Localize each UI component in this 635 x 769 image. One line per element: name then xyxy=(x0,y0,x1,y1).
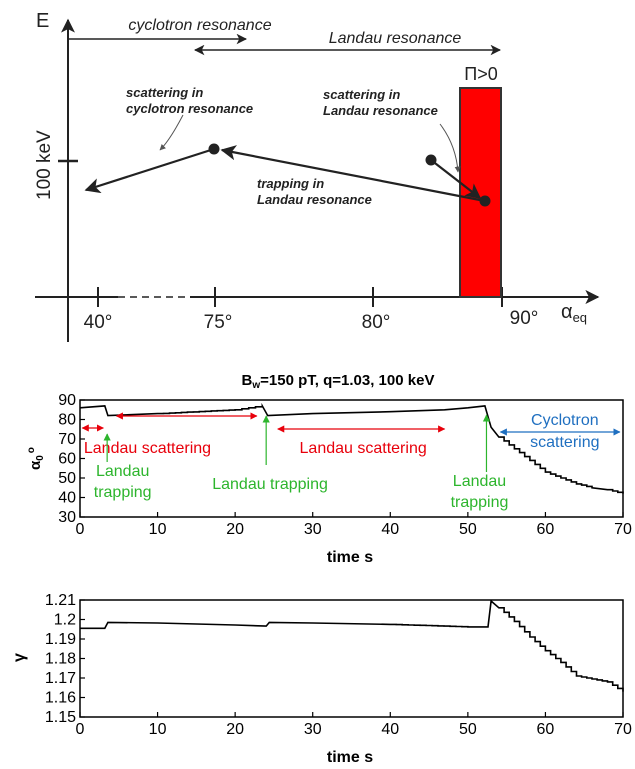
x-tick-label-90: 90° xyxy=(510,308,539,329)
chart1-y-tick-label: 70 xyxy=(58,431,76,448)
state-point-trapped xyxy=(479,195,491,207)
diagram-y-axis-label: E xyxy=(36,10,49,32)
chart1-y-tick-label: 90 xyxy=(58,392,76,409)
x-axis-label: αeq xyxy=(561,301,587,325)
lorentz-factor-chart: 0 10 20 30 40 50 60 70 1.15 1.16 1.17 1.18 1.19 1.2 1.… xyxy=(11,592,632,766)
annotation-leader-landau xyxy=(439,123,461,173)
chart1-y-tick-label: 60 xyxy=(58,451,76,468)
chart2-x-tick-label: 10 xyxy=(149,721,167,738)
pi-positive-label: Π>0 xyxy=(464,64,498,84)
chart2-x-tick-label: 50 xyxy=(459,721,477,738)
chart1-x-tick-label: 10 xyxy=(149,521,167,538)
x-tick-label-40: 40° xyxy=(84,312,113,333)
chart1-y-tick-label: 40 xyxy=(58,490,76,507)
energy-tick-label: 100 keV xyxy=(34,130,55,200)
chart1-x-tick-label: 70 xyxy=(614,521,632,538)
chart1-series-line xyxy=(79,402,624,494)
chart2-x-tick-label: 60 xyxy=(537,721,555,738)
landau-trapping-label-2: Landau trapping xyxy=(212,476,328,493)
chart1-y-tick-label: 30 xyxy=(58,509,76,526)
landau-scattering-arrow xyxy=(430,159,482,199)
chart2-x-axis-label: time s xyxy=(327,749,373,766)
landau-trapping-label-1a: Landau xyxy=(96,463,149,480)
chart1-x-tick-label: 30 xyxy=(304,521,322,538)
chart2-x-tick-label: 30 xyxy=(304,721,322,738)
chart1-x-tick-label: 20 xyxy=(226,521,244,538)
chart2-y-tick-label: 1.16 xyxy=(45,690,76,707)
chart2-y-tick-label: 1.15 xyxy=(45,709,76,726)
x-tick-label-75: 75° xyxy=(204,312,233,333)
cyclotron-range-label: cyclotron resonance xyxy=(128,17,271,34)
chart2-y-tick-label: 1.19 xyxy=(45,631,76,648)
chart1-y-tick-label: 50 xyxy=(58,470,76,487)
landau-trapping-label-3a: Landau xyxy=(453,473,506,490)
landau-scattering-label-1: Landau scattering xyxy=(84,440,211,457)
annotation-cyclotron-scattering: scattering in cyclotron resonance xyxy=(126,85,253,116)
chart2-y-tick-label: 1.2 xyxy=(54,612,76,629)
landau-scattering-label-2: Landau scattering xyxy=(300,440,427,457)
chart2-series-line xyxy=(80,599,624,692)
resonance-diagram: E 100 keV 40° 75° 80° 90° αeq cyclotron … xyxy=(34,10,600,342)
cyclotron-scattering-label-b: scattering xyxy=(530,434,599,451)
landau-range-label: Landau resonance xyxy=(329,30,462,47)
cyclotron-scattering-label-a: Cyclotron xyxy=(531,412,599,429)
chart1-x-tick-label: 50 xyxy=(459,521,477,538)
chart1-x-tick-label: 60 xyxy=(537,521,555,538)
landau-trapping-label-1b: trapping xyxy=(94,484,152,501)
chart1-x-tick-label: 0 xyxy=(76,521,85,538)
chart1-x-tick-label: 40 xyxy=(381,521,399,538)
chart1-y-tick-label: 80 xyxy=(58,412,76,429)
chart2-x-tick-label: 20 xyxy=(226,721,244,738)
chart1-x-axis-label: time s xyxy=(327,549,373,566)
annotation-landau-scattering: scattering in Landau resonance xyxy=(323,87,438,118)
cyclotron-scattering-arrow xyxy=(84,147,215,194)
landau-trapping-label-3b: trapping xyxy=(451,494,509,511)
chart2-x-tick-label: 40 xyxy=(381,721,399,738)
x-tick-label-80: 80° xyxy=(362,312,391,333)
pi-positive-region xyxy=(459,87,502,298)
state-point-landau-start xyxy=(425,154,437,166)
pitch-angle-chart: Bw=150 pT, q=1.03, 100 keV 0 10 20 30 40 50 60… xyxy=(26,372,632,566)
chart2-x-tick-label: 0 xyxy=(76,721,85,738)
state-point-75deg xyxy=(208,143,220,155)
chart2-y-tick-label: 1.17 xyxy=(45,670,76,687)
chart2-frame xyxy=(79,599,624,718)
annotation-landau-trapping: trapping in Landau resonance xyxy=(257,176,372,207)
chart2-x-tick-label: 70 xyxy=(614,721,632,738)
landau-trapping-arrow xyxy=(220,145,486,203)
annotation-leader-cyclotron xyxy=(159,114,184,151)
chart2-y-tick-label: 1.21 xyxy=(45,592,76,609)
chart2-y-axis-label: γ xyxy=(11,653,28,662)
chart1-title: Bw=150 pT, q=1.03, 100 keV xyxy=(242,372,435,391)
chart2-y-tick-label: 1.18 xyxy=(45,651,76,668)
chart1-y-axis-label: α0o xyxy=(26,447,46,470)
